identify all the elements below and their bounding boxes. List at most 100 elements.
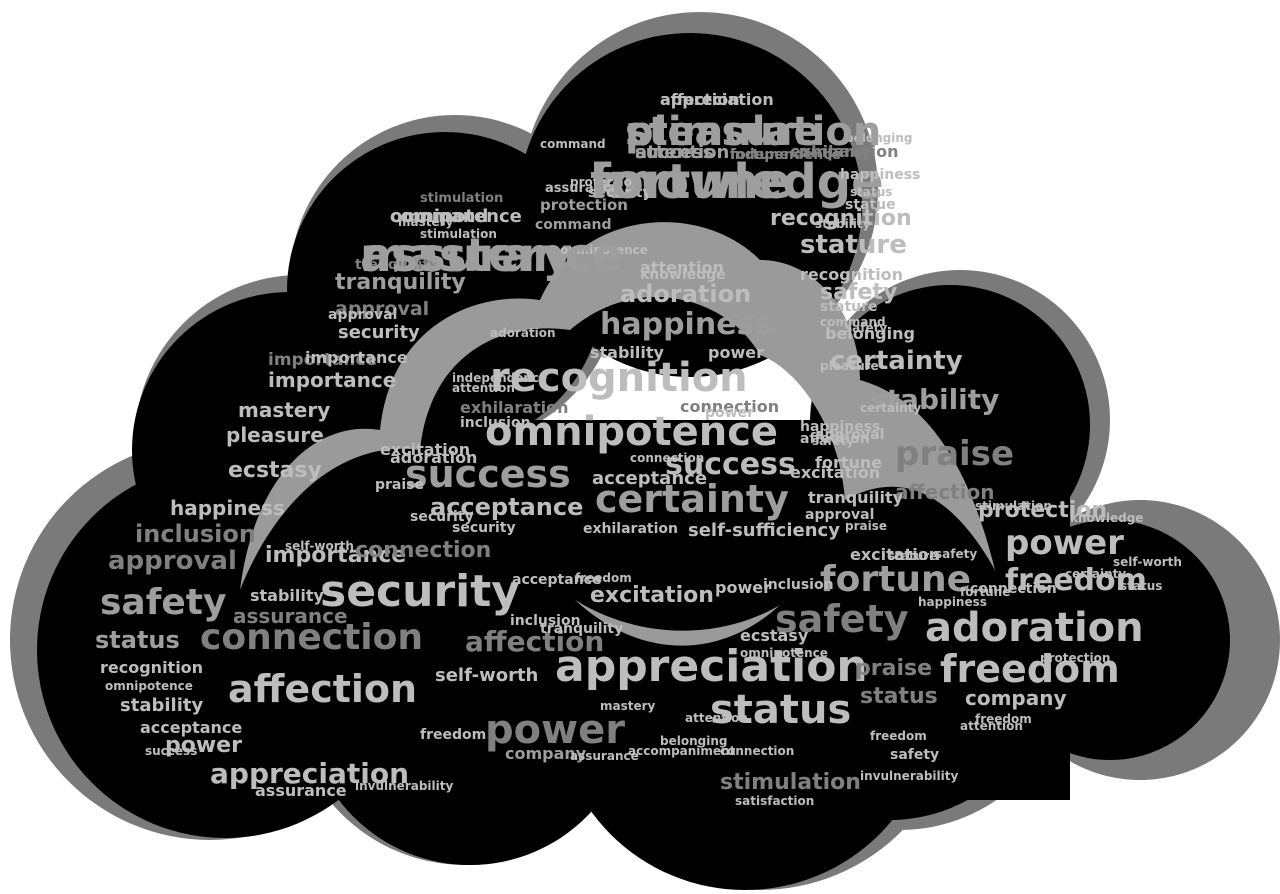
cloud-word: fortune [960,585,1011,599]
cloud-word: company [790,142,872,161]
cloud-word: affection [660,90,740,109]
cloud-word: stimulation [720,770,861,795]
cloud-word: belonging [660,734,728,748]
cloud-word: pleasure [226,423,324,447]
cloud-word: protection [540,196,628,214]
cloud-word: belonging [845,131,913,145]
cloud-word: safety [845,321,888,335]
cloud-word: stature [888,549,938,563]
cloud-word: approval [108,546,237,576]
cloud-word: assurance [545,181,620,196]
cloud-word: assurance [360,228,624,282]
cloud-word: exhilaration [790,142,899,161]
cloud-word: protection [978,498,1108,523]
cloud-word: connection [680,397,780,416]
cloud-word: stability [590,343,664,362]
cloud-word: protection [1040,651,1111,665]
cloud-word: tranquility [355,257,439,273]
cloud-word: happiness [840,167,921,183]
cloud-word: approval [805,507,875,523]
cloud-word: self-worth [285,539,354,553]
cloud-word: success [665,447,796,482]
cloud-word: power [705,405,754,421]
cloud-word: affection [895,480,995,504]
cloud-word: power [485,707,625,753]
cloud-word: omnipotence [390,206,522,227]
cloud-word: exhilaration [583,521,678,537]
cloud-word: connection [355,538,492,563]
cloud-word: power [1005,523,1124,563]
cloud-word: success [145,744,198,758]
cloud-word: status [1120,579,1163,593]
cloud-word: inclusion [763,577,834,593]
cloud-word: freedom [420,727,487,743]
cloud-word: freedom [940,647,1120,691]
cloud-word: success [635,142,714,163]
cloud-word: status [95,626,180,654]
cloud-word: mastery [238,398,331,422]
cloud-word: affection [465,625,605,658]
cloud-word: status [850,185,893,199]
cloud-word: praise [375,477,424,493]
cloud-word: adoration [390,448,478,467]
cloud-word: inclusion [510,613,581,629]
cloud-word: acceptance [512,572,602,588]
cloud-word: freedom [870,729,927,743]
cloud-word: certainty [595,477,789,521]
cloud-word: importance [268,350,378,370]
cloud-word: fortune [730,147,789,163]
cloud-word: stimulation [420,227,497,241]
cloud-word: stimulation [420,191,504,206]
cloud-word: security [320,566,520,617]
inner-cloud-outline [240,222,995,590]
cloud-word: knowledge [640,267,726,283]
cloud-word: stimulation [625,109,882,155]
cloud-word: connection [970,581,1057,597]
cloud-word: attention [685,711,748,725]
cloud-word: recognition [770,206,912,231]
cloud-word: certainty [860,401,922,415]
cloud-word: self-worth [1113,555,1182,569]
cloud-word: command [535,217,612,233]
cloud-word: belonging [825,324,915,343]
cloud-word: command [820,315,886,329]
cloud-word: security [410,509,474,525]
cloud-word: safety [890,747,940,763]
cloud-word: status [860,684,938,709]
cloud-word: happiness [800,419,881,435]
cloud-word: stature [820,299,878,315]
cloud-word: power [708,343,764,362]
cloud-word: acceptance [430,493,584,521]
cloud-word: fortune [815,453,883,472]
cloud-word: fortune [820,559,972,600]
cloud-word: happiness [918,595,987,609]
cloud-word: acceptance [140,718,243,737]
cloud-word: safety [775,597,909,641]
cloud-word: adoration [925,605,1144,651]
cloud-word: knowledge [590,154,884,210]
cloud-word: recognition [800,265,904,284]
cloud-word: affection [228,667,418,711]
cloud-word: adoration [620,280,752,308]
cloud-word: importance [268,368,397,392]
cloud-word: attention [960,719,1023,733]
cloud-word: pleasure [820,359,879,373]
cloud-word: omnipotence [485,409,779,455]
cloud-word: command [390,206,489,227]
cloud-word: exhilaration [460,398,569,417]
cloud-word: inclusion [135,520,256,548]
cloud-word: security [452,520,516,536]
cloud-word: stability [250,586,324,605]
cloud-word: excitation [790,463,881,482]
cloud-word: power [165,733,242,758]
cloud-word: tranquility [540,621,624,637]
cloud-word: freedom [575,571,632,585]
cloud-word: approval [335,298,430,320]
cloud-word: attention [640,258,724,277]
cloud-word: excitation [380,440,471,459]
cloud-word: stimulation [975,499,1052,513]
cloud-word: safety [100,582,227,623]
cloud-word: connection [200,617,423,658]
cloud-word: acceptance [592,468,708,489]
